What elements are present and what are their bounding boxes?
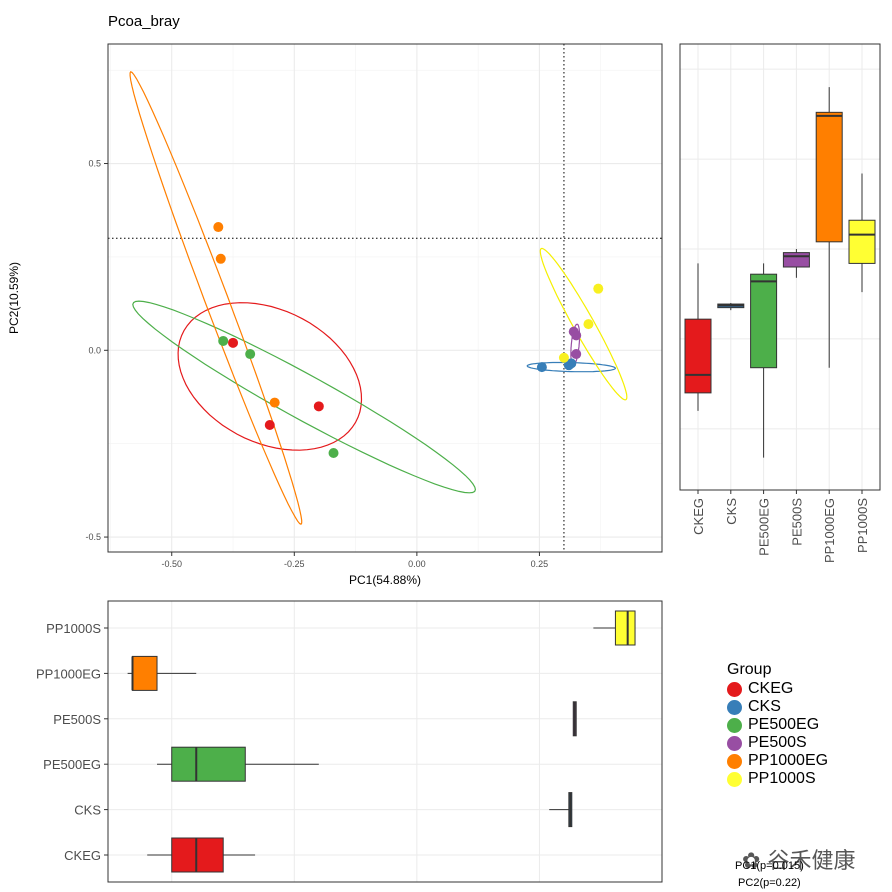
data-point bbox=[215, 253, 226, 264]
box-body bbox=[815, 111, 843, 243]
x-axis-label: PC1(54.88%) bbox=[349, 573, 421, 587]
data-point bbox=[213, 222, 224, 233]
x-tick-label: -0.25 bbox=[284, 559, 305, 569]
pc2-box-panel-bg bbox=[680, 44, 880, 490]
data-point bbox=[328, 448, 339, 459]
group-tick-label: PE500EG bbox=[757, 498, 772, 556]
box-body bbox=[132, 655, 158, 691]
data-point bbox=[571, 330, 582, 341]
box-body bbox=[614, 610, 636, 646]
legend-swatch bbox=[727, 771, 742, 787]
group-tick-label: PE500S bbox=[53, 712, 101, 727]
group-tick-label: PE500S bbox=[789, 498, 804, 546]
y-axis-label: PC2(10.59%) bbox=[7, 262, 21, 334]
data-point bbox=[313, 401, 324, 412]
box-body bbox=[171, 746, 246, 782]
chart-title: Pcoa_bray bbox=[108, 13, 180, 30]
group-tick-label: CKEG bbox=[691, 498, 706, 535]
box-body bbox=[750, 273, 778, 369]
wechat-icon: ✿ bbox=[742, 849, 761, 874]
data-point bbox=[583, 319, 594, 330]
group-tick-label: PP1000EG bbox=[36, 666, 101, 681]
pc2-pvalue: PC2(p=0.22) bbox=[738, 877, 801, 889]
legend-label: PP1000EG bbox=[748, 752, 829, 769]
x-tick-label: 0.25 bbox=[531, 559, 549, 569]
legend-label: PE500EG bbox=[748, 716, 820, 733]
legend-swatch bbox=[727, 699, 742, 715]
legend-item: PP1000S bbox=[727, 770, 828, 788]
legend-label: PP1000S bbox=[748, 770, 816, 787]
group-tick-label: CKS bbox=[74, 803, 101, 818]
group-tick-label: PP1000S bbox=[46, 621, 101, 636]
pc1-box-panel-bg bbox=[108, 601, 662, 882]
data-point bbox=[566, 358, 577, 369]
pc1-pvalue: PC1(p=0.015) bbox=[735, 860, 804, 872]
confidence-ellipse bbox=[177, 302, 363, 451]
data-point bbox=[245, 349, 256, 360]
y-tick-label: -0.5 bbox=[85, 532, 101, 542]
x-tick-label: -0.50 bbox=[161, 559, 182, 569]
legend-item: PP1000EG bbox=[727, 752, 828, 770]
legend-swatch bbox=[727, 681, 742, 697]
box-body bbox=[171, 837, 224, 873]
box-body bbox=[848, 219, 876, 264]
data-point bbox=[536, 362, 547, 373]
main-grid bbox=[108, 44, 662, 552]
y-tick-label: 0.5 bbox=[88, 159, 101, 169]
data-point bbox=[228, 337, 239, 348]
legend-swatch bbox=[727, 753, 742, 769]
y-tick-label: 0.0 bbox=[88, 345, 101, 355]
legend-item: CKS bbox=[727, 698, 828, 716]
data-point bbox=[269, 397, 280, 408]
legend-title: Group bbox=[727, 661, 772, 678]
legend: Group CKEG CKS PE500EG PE500S PP1000EG P… bbox=[727, 661, 828, 788]
box-body bbox=[782, 252, 810, 268]
data-point bbox=[593, 283, 604, 294]
pc1-box-panel-border bbox=[107, 600, 663, 883]
p-values: PC1(p=0.015) PC2(p=0.22) bbox=[735, 858, 804, 892]
legend-item: PE500S bbox=[727, 734, 828, 752]
confidence-ellipse bbox=[526, 361, 617, 373]
group-tick-label: PE500EG bbox=[43, 757, 101, 772]
confidence-ellipse bbox=[539, 247, 628, 401]
legend-swatch bbox=[727, 717, 742, 733]
group-tick-label: PP1000EG bbox=[822, 498, 837, 563]
legend-label: CKEG bbox=[748, 680, 794, 697]
plot-border bbox=[107, 43, 663, 553]
group-tick-label: CKEG bbox=[64, 848, 101, 863]
confidence-ellipse bbox=[129, 71, 303, 525]
legend-label: CKS bbox=[748, 698, 781, 715]
group-tick-label: CKS bbox=[724, 498, 739, 525]
data-point bbox=[264, 420, 275, 430]
box-body bbox=[684, 318, 712, 394]
pc2-box-panel-border bbox=[679, 43, 881, 491]
legend-item: CKEG bbox=[727, 680, 828, 698]
legend-swatch bbox=[727, 735, 742, 751]
data-point bbox=[218, 335, 229, 346]
watermark-text: 谷禾健康 bbox=[767, 849, 856, 874]
legend-item: PE500EG bbox=[727, 716, 828, 734]
data-point bbox=[558, 352, 569, 363]
x-tick-label: 0.00 bbox=[408, 559, 426, 569]
plot-background bbox=[108, 44, 662, 552]
confidence-ellipse bbox=[132, 300, 477, 494]
group-tick-label: PP1000S bbox=[855, 498, 870, 553]
legend-label: PE500S bbox=[748, 734, 807, 751]
watermark: ✿ 谷禾健康 bbox=[742, 843, 855, 875]
data-point bbox=[571, 349, 582, 360]
